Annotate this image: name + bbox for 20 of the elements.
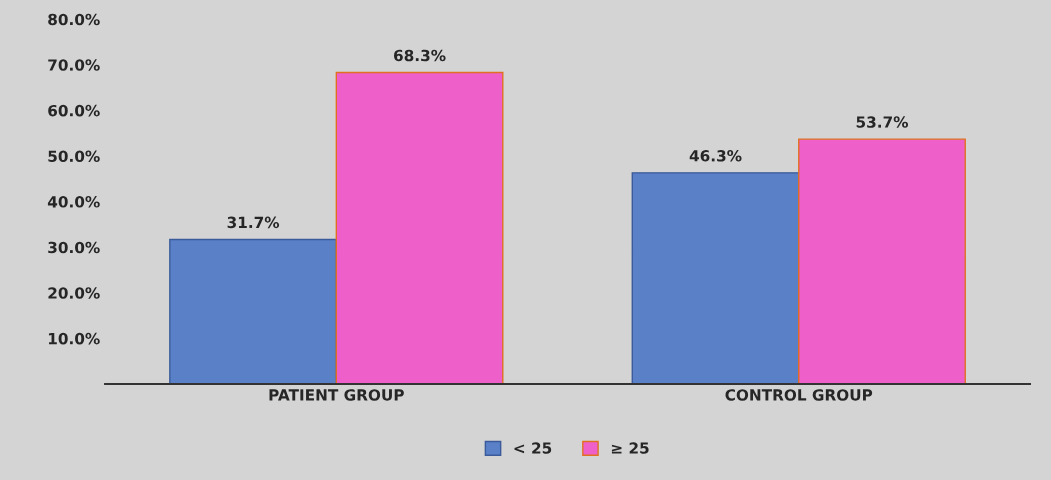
y-tick-label: 60.0% [48, 104, 100, 117]
data-label: 31.7% [227, 216, 280, 229]
bar [631, 172, 800, 384]
data-label: 46.3% [689, 150, 742, 162]
data-label: 53.7% [856, 116, 909, 128]
y-tick-label: 70.0% [48, 59, 100, 71]
y-tick-label: 20.0% [48, 287, 100, 299]
x-tick-label: CONTROL GROUP [725, 389, 873, 401]
legend-label: ≥ 25 [611, 442, 649, 454]
bar [335, 71, 504, 384]
bar [169, 238, 338, 384]
legend-label: < 25 [514, 442, 552, 454]
y-tick-label: 50.0% [48, 150, 100, 163]
x-tick-label: PATIENT GROUP [269, 389, 404, 401]
bar [798, 138, 966, 384]
y-tick-label: 80.0% [48, 13, 100, 26]
y-tick-label: 40.0% [47, 196, 100, 208]
data-label: 68.3% [394, 49, 446, 62]
y-tick-label: 30.0% [48, 241, 100, 254]
y-tick-label: 10.0% [48, 332, 100, 345]
